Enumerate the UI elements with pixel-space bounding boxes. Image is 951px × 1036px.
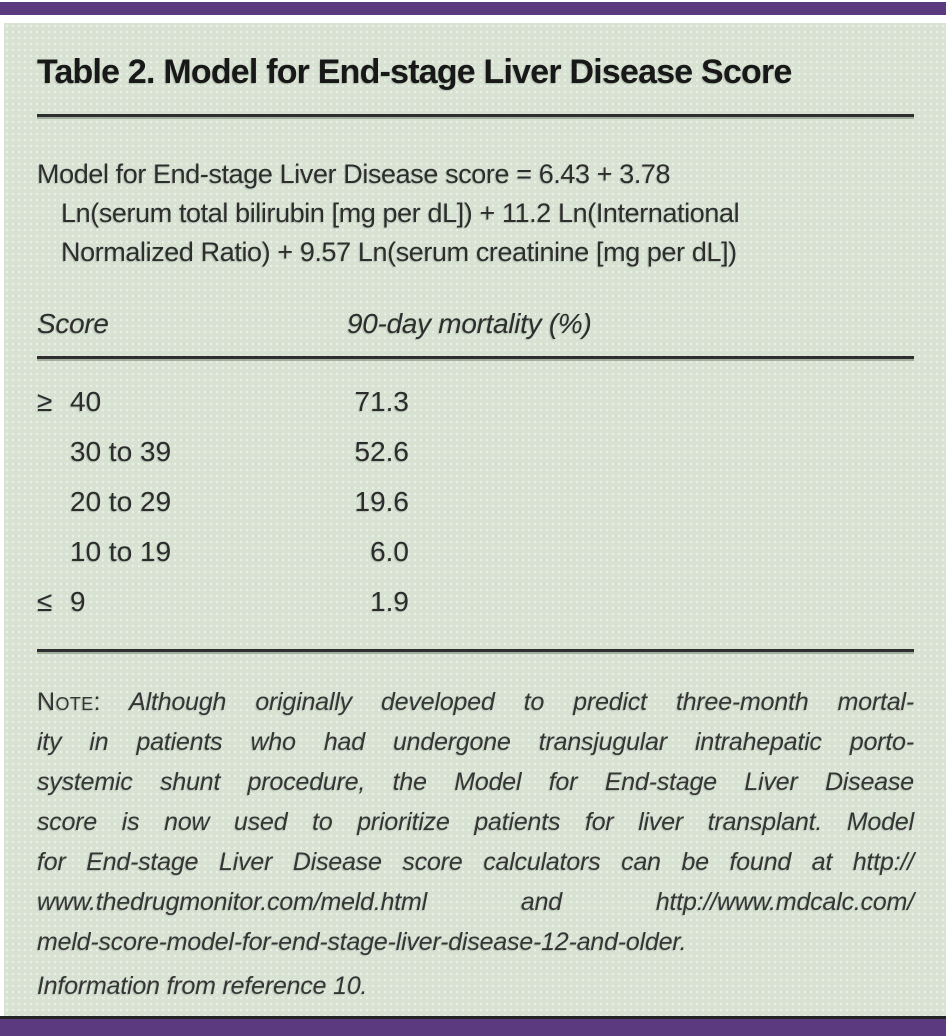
score-cell: 10 to 19 (37, 536, 347, 568)
comparison-symbol (37, 486, 70, 518)
score-range: 20 to 29 (70, 485, 172, 517)
table-row: ≥40 71.3 (37, 377, 914, 427)
header-divider (37, 355, 914, 359)
note-label: Note: (37, 687, 102, 716)
score-cell: 20 to 29 (37, 486, 347, 518)
table-row: 30 to 39 52.6 (37, 427, 914, 477)
column-header-score: Score (37, 307, 109, 339)
note-line: for End-stage Liver Disease score calcul… (37, 847, 914, 876)
source-line: Information from reference 10. (37, 971, 368, 1000)
score-range: 40 (70, 385, 102, 417)
score-range: 9 (70, 585, 86, 617)
mortality-value: 52.6 (354, 435, 410, 467)
note-line: systemic shunt procedure, the Model for … (37, 767, 914, 796)
mortality-value: 1.9 (370, 585, 409, 617)
table-row: 10 to 19 6.0 (37, 527, 914, 577)
score-cell: ≤9 (37, 586, 347, 618)
table-row: 20 to 29 19.6 (37, 477, 914, 527)
bottom-accent-bar (0, 1019, 946, 1036)
note-line: ity in patients who had undergone transj… (37, 727, 914, 756)
formula-line: Ln(serum total bilirubin [mg per dL]) + … (61, 197, 740, 228)
table-header-row: Score 90-day mortality (%) (37, 308, 914, 340)
mortality-value: 71.3 (354, 385, 410, 417)
meld-formula: Model for End-stage Liver Disease score … (37, 155, 914, 272)
note-line: meld-score-model-for-end-stage-liver-dis… (37, 927, 687, 956)
table-title: Table 2. Model for End-stage Liver Disea… (37, 53, 792, 91)
column-header-mortality: 90-day mortality (%) (347, 307, 592, 339)
table2-panel: Table 2. Model for End-stage Liver Disea… (4, 23, 946, 1016)
formula-line: Model for End-stage Liver Disease score … (37, 158, 671, 189)
mortality-value: 19.6 (354, 485, 410, 517)
score-range: 10 to 19 (70, 535, 172, 567)
formula-line: Normalized Ratio) + 9.57 Ln(serum creati… (61, 236, 737, 267)
score-cell: 30 to 39 (37, 436, 347, 468)
note-divider (37, 648, 914, 652)
table-row: ≤9 1.9 (37, 577, 914, 627)
title-divider (37, 113, 914, 117)
table-note: Note: Although originally developed to p… (37, 682, 914, 962)
note-line: Note: Although originally developed to p… (37, 687, 914, 716)
score-cell: ≥40 (37, 386, 347, 418)
mortality-value: 6.0 (370, 535, 409, 567)
score-range: 30 to 39 (70, 435, 172, 467)
top-accent-bar (0, 2, 946, 15)
note-line: www.thedrugmonitor.com/meld.html and htt… (37, 887, 914, 916)
score-table-body: ≥40 71.3 30 to 39 52.6 20 to 29 19.6 10 … (37, 377, 914, 627)
comparison-symbol: ≥ (37, 385, 53, 417)
comparison-symbol (37, 536, 70, 568)
bottom-divider (0, 1016, 946, 1019)
note-line: score is now used to prioritize patients… (37, 807, 914, 836)
comparison-symbol: ≤ (37, 585, 53, 617)
comparison-symbol (37, 436, 70, 468)
